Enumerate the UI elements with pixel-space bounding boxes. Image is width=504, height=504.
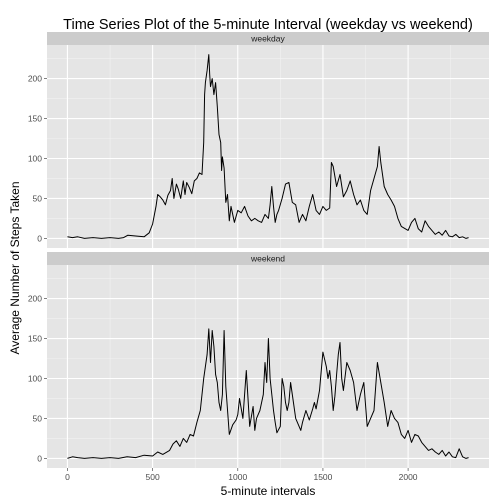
y-tick-label: 100	[28, 153, 42, 163]
series-line-weekday	[67, 54, 469, 239]
facet-panel-weekend: weekend 0 50 100 150 200	[28, 252, 489, 468]
y-tick-label: 200	[28, 74, 42, 84]
y-tick-label: 200	[28, 294, 42, 304]
chart-title: Time Series Plot of the 5-minute Interva…	[63, 17, 473, 33]
panel-background	[47, 265, 489, 468]
series-line-weekend	[67, 328, 469, 459]
strip-label: weekend	[250, 254, 285, 264]
y-tick-label: 0	[37, 233, 42, 243]
x-tick-label: 1000	[228, 472, 247, 482]
y-tick-label: 150	[28, 114, 42, 124]
y-tick-label: 50	[33, 413, 43, 423]
strip-background	[47, 32, 489, 45]
x-tick-label: 1500	[313, 472, 332, 482]
y-tick-label: 0	[37, 453, 42, 463]
y-axis-title: Average Number of Steps Taken	[8, 182, 22, 355]
x-tick-label: 2000	[399, 472, 418, 482]
x-axis-title: 5-minute intervals	[221, 484, 316, 498]
strip-label: weekday	[250, 34, 285, 44]
y-tick-label: 150	[28, 334, 42, 344]
y-tick-label: 50	[33, 193, 43, 203]
y-tick-label: 100	[28, 373, 42, 383]
x-tick-label: 0	[65, 472, 70, 482]
x-tick-label: 500	[146, 472, 160, 482]
facet-panel-weekday: weekday 0 50 100 150 200	[28, 32, 489, 248]
strip-background	[47, 252, 489, 265]
